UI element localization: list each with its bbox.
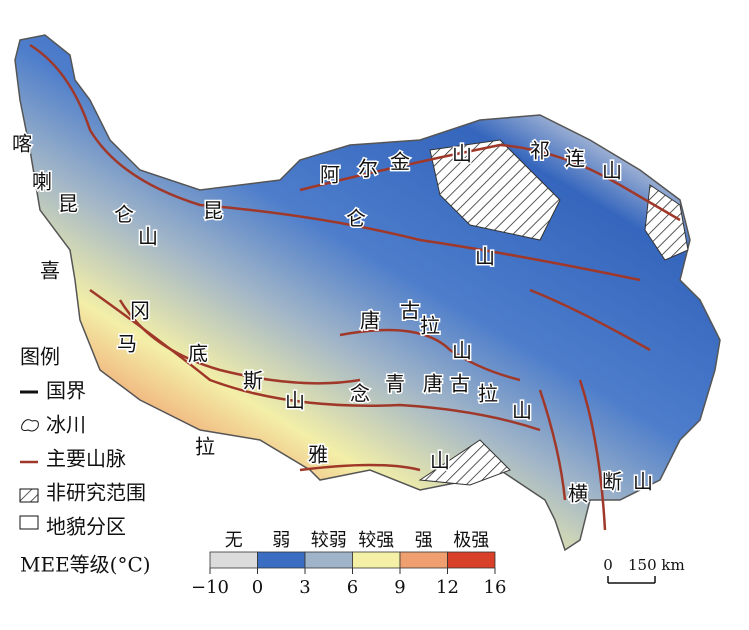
colorbar-class: 无	[225, 530, 243, 551]
colorbar-swatch	[209, 551, 258, 569]
colorbar-swatch	[304, 551, 353, 569]
mountain-label: 冈	[130, 299, 150, 323]
colorbar-tick-label: 6	[347, 577, 358, 598]
legend-item: 地貌分区	[46, 515, 126, 539]
colorbar-tick-label: 0	[252, 577, 263, 598]
mountain-label: 拉	[420, 314, 440, 338]
colorbar-title: MEE等级(°C)	[20, 553, 151, 577]
colorbar-swatch	[447, 551, 496, 569]
mountain-label: 马	[117, 332, 137, 356]
colorbar-tick-label: −10	[191, 577, 229, 598]
colorbar-class: 极强	[453, 530, 489, 551]
mountain-label: 仑	[346, 207, 366, 231]
legend-item: 主要山脉	[46, 447, 126, 471]
non-study-area	[418, 439, 511, 486]
legend-item: 国界	[46, 379, 86, 403]
legend-symbols	[19, 390, 656, 584]
mountain-label: 尔	[358, 157, 378, 181]
mountain-label: 底	[188, 342, 208, 366]
mountain-label: 昆	[58, 192, 78, 216]
mountain-label: 山	[475, 245, 495, 269]
mountain-label: 断	[602, 470, 622, 494]
colorbar-swatch	[352, 551, 401, 569]
legend-item: 冰川	[46, 413, 86, 437]
mountain-label: 喀	[12, 132, 32, 156]
mountain-label: 山	[452, 142, 472, 166]
colorbar-swatch	[257, 551, 306, 569]
scale-start: 0	[603, 556, 613, 574]
colorbar-swatch	[399, 551, 448, 569]
mountain-label: 连	[565, 147, 585, 171]
mountain-label: 横	[568, 482, 588, 506]
colorbar-tick-label: 16	[484, 577, 507, 598]
mountain-label: 仑	[114, 203, 134, 227]
plateau	[14, 34, 721, 552]
mountain-label: 山	[452, 339, 472, 363]
mountain-label: 喜	[40, 259, 60, 283]
colorbar-class: 较弱	[311, 530, 347, 551]
non-study-area	[644, 184, 689, 261]
mountain-label: 山	[633, 470, 653, 494]
mountain-label: 唐	[360, 309, 380, 333]
mountain-label: 念	[350, 382, 370, 406]
mountain-label: 雅	[308, 443, 328, 467]
mountain-label: 古	[400, 299, 420, 323]
mountain-label: 阿	[320, 163, 340, 187]
colorbar-tick-label: 3	[299, 577, 310, 598]
mountain-label: 山	[430, 449, 450, 473]
legend-title: 图例	[20, 345, 60, 369]
mountain-lines	[29, 43, 681, 531]
colorbar-tick-label: 9	[394, 577, 405, 598]
mountain-label: 山	[285, 389, 305, 413]
mountain-label: 青	[385, 372, 405, 396]
colorbar-class: 强	[415, 530, 433, 551]
mountain-label: 斯	[243, 369, 263, 393]
mountain-label: 昆	[203, 199, 223, 223]
mountain-label: 古	[450, 372, 470, 396]
legend-item: 非研究范围	[46, 481, 146, 505]
mountain-label: 拉	[195, 435, 215, 459]
mountain-label: 拉	[478, 382, 498, 406]
mountain-label: 金	[390, 150, 410, 174]
mountain-label: 山	[512, 399, 532, 423]
colorbar-class: 弱	[272, 530, 290, 551]
mountain-label: 唐	[423, 372, 443, 396]
mountain-label: 祁	[530, 139, 550, 163]
non-study-area	[429, 139, 561, 241]
mountain-label: 喇	[32, 170, 52, 194]
colorbar-class: 较强	[358, 530, 394, 551]
mountain-label: 山	[138, 225, 158, 249]
colorbar-tick-label: 12	[436, 577, 459, 598]
scale-end: 150 km	[628, 556, 685, 574]
mountain-label: 山	[602, 159, 622, 183]
